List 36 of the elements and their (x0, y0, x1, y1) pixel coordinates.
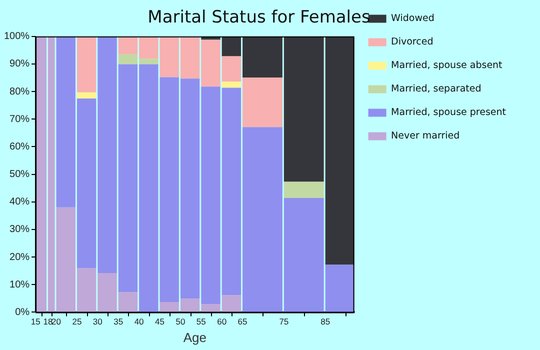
x-tick-label: 85 (320, 316, 330, 327)
x-tick-label: 15 (30, 316, 41, 327)
legend-label: Married, spouse present (391, 107, 506, 118)
y-tick-label: 30% (10, 224, 30, 236)
x-tick-label: 75 (279, 316, 289, 327)
x-tick-label: 20 (52, 316, 62, 327)
y-tick-label: 40% (10, 196, 30, 208)
chart-title: Marital Status for Females (148, 8, 370, 28)
x-tick-label: 18 (43, 316, 53, 327)
x-tick-label: 60 (217, 316, 227, 327)
legend-label: Married, spouse absent (391, 60, 503, 72)
x-tick-label: 30 (92, 316, 103, 327)
y-tick-label: 50% (10, 169, 30, 180)
x-tick-label: 40 (134, 316, 144, 327)
x-tick-label: 25 (72, 316, 82, 327)
x-axis-title: Age (183, 330, 207, 345)
y-tick-label: 10% (10, 279, 30, 290)
x-tick-label: 55 (196, 316, 206, 327)
y-tick-label: 90% (10, 58, 30, 70)
bar (222, 82, 242, 88)
x-tick-label: 50 (176, 316, 186, 327)
y-tick-label: 70% (10, 114, 30, 125)
x-tick-label: 65 (238, 316, 248, 327)
legend-label: Widowed (391, 13, 434, 24)
legend-label: Married, separated (391, 84, 482, 95)
legend-label: Divorced (391, 36, 434, 48)
y-tick-label: 20% (10, 252, 30, 263)
legend-label: Never married (391, 130, 460, 142)
x-tick-label: 35 (114, 316, 124, 327)
bar (76, 92, 96, 98)
bar (76, 36, 96, 92)
y-tick-label: 100% (4, 31, 30, 42)
y-tick-label: 80% (10, 86, 30, 98)
y-tick-label: 60% (10, 141, 30, 152)
x-tick-label: 45 (155, 316, 165, 327)
y-tick-label: 0% (15, 306, 30, 318)
